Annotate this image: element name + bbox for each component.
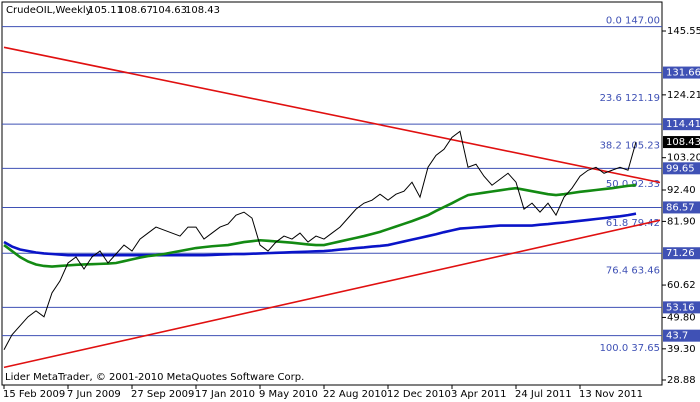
- level-label: 43.7: [666, 331, 688, 342]
- level-label: 86.57: [666, 202, 695, 213]
- level-box: [663, 201, 700, 214]
- x-tick-label: 13 Nov 2011: [579, 389, 643, 400]
- x-tick-label: 27 Sep 2009: [131, 389, 194, 400]
- trendline: [3, 219, 661, 369]
- level-box: [663, 247, 700, 260]
- level-label: 114.41: [666, 119, 700, 130]
- fib-label: 38.2 105.23: [600, 141, 660, 152]
- y-tick-label: 145.55: [667, 26, 700, 37]
- fib-label: 0.0 147.00: [606, 16, 660, 27]
- x-tick-label: 15 Feb 2009: [3, 389, 65, 400]
- y-tick-label: 60.62: [667, 280, 696, 291]
- level-box: [663, 301, 700, 314]
- level-box: [663, 66, 700, 79]
- y-tick-label: 81.90: [667, 216, 696, 227]
- symbol: CrudeOIL,Weekly: [6, 5, 92, 16]
- y-tick-label: 103.20: [667, 153, 700, 164]
- x-tick-label: 3 Apr 2011: [451, 389, 506, 400]
- fib-label: 76.4 63.46: [606, 266, 660, 277]
- level-label: 131.66: [666, 68, 700, 79]
- y-tick-label: 124.21: [667, 90, 700, 101]
- x-tick-label: 7 Jun 2009: [67, 389, 121, 400]
- price-line: [3, 130, 637, 350]
- x-tick-label: 9 May 2010: [259, 389, 318, 400]
- close: 108.43: [185, 5, 220, 16]
- level-box: [663, 162, 700, 175]
- fib-label: 100.0 37.65: [600, 343, 660, 354]
- level-label: 99.65: [666, 163, 695, 174]
- moving-average: [3, 212, 637, 257]
- y-tick-label: 28.88: [667, 375, 696, 386]
- y-tick-label: 49.80: [667, 312, 696, 323]
- level-label: 53.16: [666, 302, 695, 313]
- x-tick-label: 12 Dec 2010: [387, 389, 451, 400]
- trendline: [3, 46, 661, 184]
- x-tick-label: 24 Jul 2011: [515, 389, 572, 400]
- x-tick-label: 17 Jan 2010: [195, 389, 255, 400]
- level-box: [663, 329, 700, 342]
- price-box-label: 108.43: [666, 137, 700, 148]
- fib-label: 23.6 121.19: [600, 93, 660, 104]
- low: 104.63: [152, 5, 187, 16]
- level-box: [663, 118, 700, 131]
- moving-average: [3, 183, 637, 268]
- price-box: [663, 136, 700, 149]
- footer: Lider MetaTrader, © 2001-2010 MetaQuotes…: [5, 372, 304, 383]
- y-tick-label: 92.40: [667, 185, 696, 196]
- fib-label: 61.8 79.42: [606, 218, 660, 229]
- x-tick-label: 22 Aug 2010: [323, 389, 387, 400]
- open: 105.11: [88, 5, 123, 16]
- y-tick-label: 39.30: [667, 344, 696, 355]
- high: 108.67: [118, 5, 153, 16]
- level-label: 71.26: [666, 248, 695, 259]
